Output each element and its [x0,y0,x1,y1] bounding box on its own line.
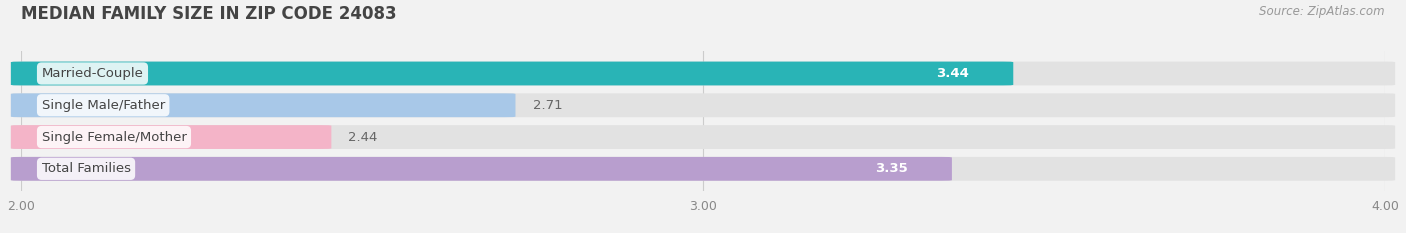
Text: Single Male/Father: Single Male/Father [42,99,165,112]
FancyBboxPatch shape [11,125,332,149]
Text: 2.44: 2.44 [349,130,378,144]
Text: 2.71: 2.71 [533,99,562,112]
FancyBboxPatch shape [11,157,952,181]
Text: MEDIAN FAMILY SIZE IN ZIP CODE 24083: MEDIAN FAMILY SIZE IN ZIP CODE 24083 [21,5,396,23]
FancyBboxPatch shape [11,157,1395,181]
Text: Single Female/Mother: Single Female/Mother [42,130,187,144]
FancyBboxPatch shape [11,62,1014,86]
Text: Source: ZipAtlas.com: Source: ZipAtlas.com [1260,5,1385,18]
Text: 3.35: 3.35 [875,162,908,175]
FancyBboxPatch shape [11,62,1395,86]
Text: 3.44: 3.44 [936,67,969,80]
Text: Married-Couple: Married-Couple [42,67,143,80]
FancyBboxPatch shape [11,93,516,117]
FancyBboxPatch shape [11,93,1395,117]
Text: Total Families: Total Families [42,162,131,175]
FancyBboxPatch shape [11,125,1395,149]
